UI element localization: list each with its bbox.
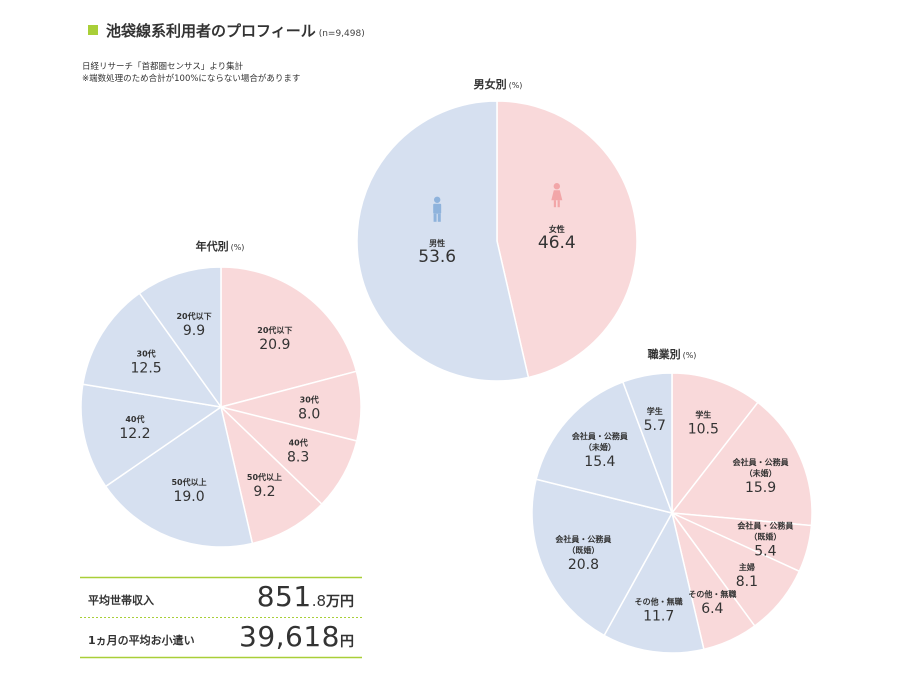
occupation-label-text-8-0: 学生 — [647, 406, 663, 416]
occupation-label-text-6-0: 会社員・公務員 — [555, 534, 611, 544]
occupation-slice-6 — [531, 478, 674, 637]
occupation-label-text-2-0: 会社員・公務員 — [737, 520, 793, 530]
occupation-value-3: 8.1 — [736, 574, 758, 590]
occupation-label-text-4-0: その他・無職 — [688, 589, 736, 599]
occupation-label-text-3-0: 主婦 — [739, 562, 755, 572]
age-slice-7 — [138, 266, 222, 410]
female-icon — [551, 183, 563, 208]
age-slice-label-0: 20代以下 20.9 — [257, 325, 292, 353]
occupation-value-1: 15.9 — [745, 480, 776, 496]
occupation-slice-1 — [670, 401, 813, 527]
age-label-text-3-0: 50代以上 — [247, 472, 282, 482]
age-value-7: 9.9 — [183, 323, 205, 339]
age-slice-3 — [219, 404, 323, 545]
occupation-chart-title: 職業別 (%) — [647, 348, 697, 361]
occupation-value-8: 5.7 — [644, 418, 666, 434]
age-label-text-4-0: 50代以上 — [171, 477, 206, 487]
occupation-slice-label-6: 会社員・公務員（既婚） 20.8 — [555, 534, 611, 573]
occupation-value-0: 10.5 — [688, 422, 719, 438]
age-slice-label-3: 50代以上 9.2 — [247, 472, 282, 500]
occupation-value-5: 11.7 — [643, 609, 674, 625]
household-income-value: 851.8万円 — [256, 580, 354, 613]
gender-value-0: 46.4 — [538, 233, 576, 253]
page-title-row: 池袋線系利用者のプロフィール (n=9,498) — [88, 20, 365, 41]
occupation-value-2: 5.4 — [754, 543, 776, 559]
allowance-row: 1ヵ月の平均お小遣い 39,618円 — [80, 618, 362, 657]
age-value-5: 12.2 — [119, 426, 150, 442]
occupation-slice-7 — [535, 380, 674, 515]
page-title: 池袋線系利用者のプロフィール — [106, 22, 316, 40]
age-slice-label-5: 40代 12.2 — [119, 414, 150, 442]
occupation-slice-label-0: 学生 10.5 — [688, 410, 719, 438]
occupation-label-text-7-1: （未婚） — [584, 442, 616, 452]
age-label-text-0-0: 20代以下 — [257, 325, 292, 335]
age-slice-6 — [82, 292, 223, 409]
gender-label-text-1-0: 男性 — [429, 238, 445, 248]
occupation-label-text-6-1: （既婚） — [567, 545, 599, 555]
age-label-text-6-0: 30代 — [137, 348, 156, 358]
gender-slice-0 — [496, 100, 638, 379]
age-slice-4 — [104, 405, 254, 548]
occupation-value-6: 20.8 — [568, 557, 599, 573]
age-slice-label-7: 20代以下 9.9 — [176, 311, 211, 339]
occupation-label-text-1-1: （未婚） — [745, 468, 777, 478]
age-value-2: 8.3 — [287, 450, 309, 466]
gender-slice-1 — [356, 100, 530, 382]
occupation-label-text-2-1: （既婚） — [749, 531, 781, 541]
age-chart-title: 年代別 (%) — [195, 240, 245, 253]
occupation-value-4: 6.4 — [701, 601, 723, 617]
age-slice-0 — [220, 266, 358, 408]
age-label-text-7-0: 20代以下 — [176, 311, 211, 321]
occupation-slice-label-7: 会社員・公務員（未婚） 15.4 — [572, 431, 628, 470]
male-icon — [433, 196, 442, 222]
sample-size-note: (n=9,498) — [318, 29, 365, 39]
occupation-label-text-7-0: 会社員・公務員 — [572, 431, 628, 441]
occupation-slice-label-4: その他・無職 6.4 — [688, 589, 736, 617]
occupation-label-text-0-0: 学生 — [695, 410, 711, 420]
occupation-slice-label-3: 主婦 8.1 — [736, 562, 758, 590]
age-value-1: 8.0 — [298, 406, 320, 422]
occupation-value-7: 15.4 — [584, 454, 615, 470]
age-label-text-5-0: 40代 — [125, 414, 144, 424]
age-pie-chart: 20代以下20.930代8.040代8.350代以上9.250代以上19.040… — [80, 266, 362, 548]
allowance-value: 39,618円 — [239, 620, 354, 653]
occupation-slice-label-8: 学生 5.7 — [644, 406, 666, 434]
occupation-slice-0 — [671, 372, 759, 516]
age-slice-label-6: 30代 12.5 — [131, 348, 162, 376]
age-value-6: 12.5 — [131, 360, 162, 376]
gender-label-text-0-0: 女性 — [549, 224, 565, 234]
age-value-4: 19.0 — [173, 489, 204, 505]
occupation-slice-label-2: 会社員・公務員（既婚） 5.4 — [737, 520, 793, 559]
household-income-label: 平均世帯収入 — [88, 594, 154, 607]
allowance-label: 1ヵ月の平均お小遣い — [88, 634, 195, 647]
household-income-row: 平均世帯収入 851.8万円 — [80, 578, 362, 617]
occupation-slice-label-1: 会社員・公務員（未婚） 15.9 — [733, 457, 789, 496]
title-bullet-icon — [88, 25, 98, 35]
occupation-label-text-5-0: その他・無職 — [635, 597, 683, 607]
age-slice-label-4: 50代以上 19.0 — [171, 477, 206, 505]
source-note: 日経リサーチ「首都圏センサス」より集計 — [82, 62, 244, 72]
occupation-pie-chart: 学生10.5会社員・公務員（未婚）15.9会社員・公務員（既婚）5.4主婦8.1… — [531, 372, 813, 654]
rounding-note: ※端数処理のため合計が100%にならない場合があります — [82, 74, 301, 84]
age-slice-5 — [80, 383, 223, 488]
occupation-slice-8 — [621, 372, 673, 514]
occupation-label-text-1-0: 会社員・公務員 — [733, 457, 789, 467]
gender-value-1: 53.6 — [418, 247, 456, 267]
age-label-text-1-0: 30代 — [300, 394, 319, 404]
gender-chart-title: 男女別 (%) — [473, 78, 523, 91]
age-value-0: 20.9 — [259, 337, 290, 353]
occupation-slice-label-5: その他・無職 11.7 — [635, 597, 683, 625]
age-value-3: 9.2 — [253, 484, 275, 500]
age-label-text-2-0: 40代 — [289, 438, 308, 448]
occupation-slice-5 — [603, 510, 705, 654]
